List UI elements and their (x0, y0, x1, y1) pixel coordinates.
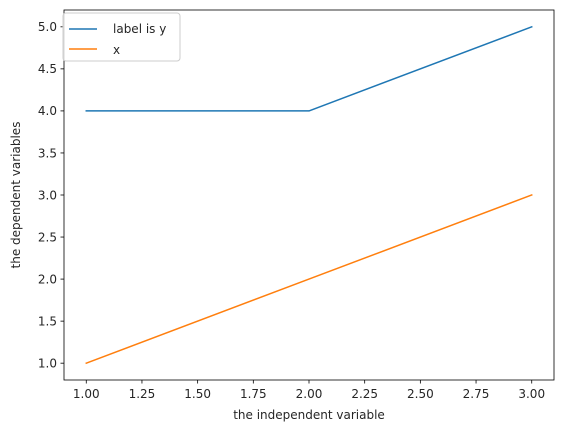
legend-label-series-1: label is y (113, 22, 166, 36)
y-axis-label: the dependent variables (9, 122, 23, 269)
legend: label is y x (62, 12, 181, 62)
legend-frame (62, 12, 181, 62)
plot-area (64, 10, 554, 380)
series-layer (85, 25, 533, 365)
x-tick-label: 2.00 (296, 387, 323, 401)
series-line-2 (85, 194, 533, 365)
y-axis-ticks: 1.0 1.5 2.0 2.5 3.0 3.5 4.0 4.5 5.0 (38, 20, 64, 370)
x-tick-label: 1.25 (129, 387, 156, 401)
y-tick-label: 3.0 (38, 188, 57, 202)
y-tick-label: 4.5 (38, 62, 57, 76)
x-tick-label: 2.25 (351, 387, 378, 401)
y-tick-label: 4.0 (38, 104, 57, 118)
x-tick-label: 1.50 (184, 387, 211, 401)
x-tick-label: 1.00 (73, 387, 100, 401)
x-axis-ticks: 1.00 1.25 1.50 1.75 2.00 2.25 2.50 2.75 3.00 (73, 380, 545, 401)
y-tick-label: 2.0 (38, 272, 57, 286)
y-tick-label: 5.0 (38, 20, 57, 34)
x-tick-label: 2.50 (407, 387, 434, 401)
x-tick-label: 2.75 (463, 387, 490, 401)
legend-label-series-2: x (113, 43, 120, 57)
y-tick-label: 1.0 (38, 356, 57, 370)
x-tick-label: 3.00 (518, 387, 545, 401)
series-line-1 (85, 25, 533, 112)
x-tick-label: 1.75 (240, 387, 267, 401)
y-tick-label: 2.5 (38, 230, 57, 244)
y-tick-label: 1.5 (38, 314, 57, 328)
x-axis-label: the independent variable (233, 408, 385, 422)
plot-frame (63, 9, 555, 381)
y-tick-label: 3.5 (38, 146, 57, 160)
